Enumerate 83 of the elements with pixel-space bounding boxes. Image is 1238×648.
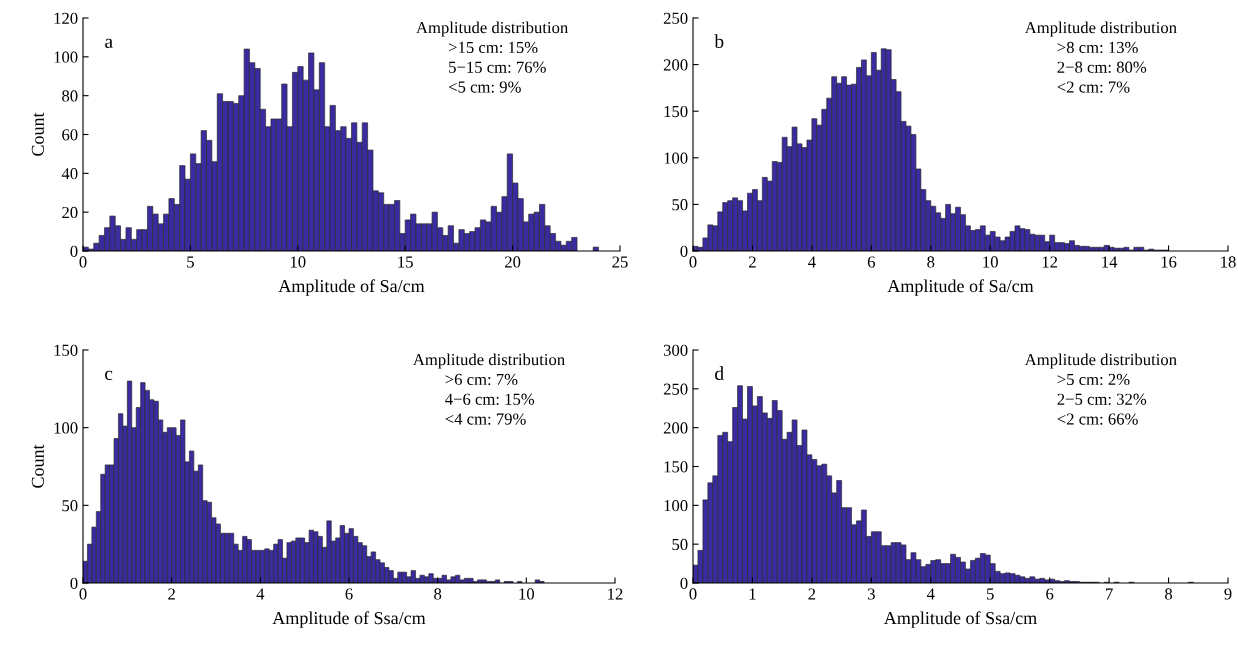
annotation: 2−8 cm: 80% <box>1057 61 1147 73</box>
annotation: 4−6 cm: 15% <box>445 393 535 405</box>
y-tick-label: 40 <box>61 168 78 180</box>
y-tick-label: 200 <box>663 422 688 434</box>
y-axis-title: Count <box>31 444 44 488</box>
y-tick-label: 100 <box>664 152 688 164</box>
annotation: >5 cm: 2% <box>1057 373 1130 386</box>
annotation: <4 cm: 79% <box>445 413 526 425</box>
y-tick-label: 150 <box>664 461 688 473</box>
y-tick-label: 250 <box>663 12 688 24</box>
x-tick-label: 8 <box>1165 588 1173 600</box>
x-tick-label: 10 <box>290 256 306 268</box>
y-tick-label: 150 <box>664 105 688 118</box>
x-tick-label: 5 <box>187 256 194 268</box>
x-tick-label: 6 <box>1046 588 1054 600</box>
text: c <box>105 370 113 380</box>
x-tick-label: 0 <box>79 588 87 600</box>
x-tick-label: 15 <box>398 256 413 268</box>
x-tick-label: 2 <box>749 256 756 268</box>
x-tick-label: 10 <box>519 588 535 600</box>
x-tick-label: 2 <box>168 588 175 600</box>
y-tick-label: 20 <box>62 206 78 219</box>
y-tick-label: 0 <box>680 577 688 589</box>
text: d <box>715 366 724 380</box>
y-tick-label: 120 <box>54 12 78 24</box>
y-tick-label: 100 <box>54 422 78 434</box>
x-tick-label: 4 <box>808 256 816 268</box>
text: a <box>105 38 113 48</box>
x-axis-title: Amplitude of Sa/cm <box>278 279 425 296</box>
x-tick-label: 9 <box>1224 588 1232 600</box>
x-tick-label: 16 <box>1161 256 1177 268</box>
y-tick-label: 80 <box>62 90 78 102</box>
annotation: <5 cm: 9% <box>448 81 521 93</box>
y-tick-label: 200 <box>663 59 688 71</box>
annotation: 5−15 cm: 76% <box>449 61 546 73</box>
y-tick-label: 100 <box>664 500 688 512</box>
annotation: Amplitude distribution <box>1024 353 1177 369</box>
x-tick-label: 0 <box>79 256 87 268</box>
y-tick-label: 300 <box>663 344 688 356</box>
y-tick-label: 100 <box>54 51 78 63</box>
x-tick-label: 3 <box>867 588 875 600</box>
x-tick-label: 10 <box>983 256 998 268</box>
y-tick-label: 250 <box>663 383 688 395</box>
x-tick-label: 2 <box>808 588 816 600</box>
x-axis-title: Amplitude of Sa/cm <box>887 279 1034 296</box>
annotation: Amplitude distribution <box>413 353 565 369</box>
x-tick-label: 8 <box>927 256 935 268</box>
x-tick-label: 18 <box>1221 256 1236 268</box>
x-tick-label: 0 <box>689 588 697 600</box>
x-tick-label: 12 <box>1042 256 1058 268</box>
annotation: >6 cm: 7% <box>445 373 518 386</box>
x-tick-label: 4 <box>926 588 935 600</box>
x-axis-title: Amplitude of Ssa/cm <box>883 611 1037 628</box>
y-tick-label: 0 <box>70 577 78 589</box>
y-tick-label: 150 <box>54 344 78 356</box>
y-tick-label: 60 <box>62 129 78 141</box>
x-tick-label: 0 <box>689 256 697 268</box>
x-tick-label: 25 <box>612 256 628 268</box>
x-tick-label: 12 <box>608 588 623 600</box>
x-tick-label: 8 <box>434 588 442 600</box>
annotation: <2 cm: 7% <box>1057 81 1130 93</box>
y-axis-title: Count <box>31 112 44 156</box>
annotation: >8 cm: 13% <box>1057 41 1138 54</box>
x-axis-title: Amplitude of Ssa/cm <box>272 611 426 628</box>
y-tick-label: 0 <box>70 245 78 257</box>
text: b <box>714 34 724 48</box>
x-tick-label: 6 <box>345 588 353 600</box>
x-tick-label: 7 <box>1106 588 1113 600</box>
annotation: Amplitude distribution <box>416 21 568 37</box>
x-tick-label: 14 <box>1102 256 1118 268</box>
annotation: <2 cm: 66% <box>1057 413 1138 425</box>
annotation: >15 cm: 15% <box>449 41 538 54</box>
annotation: 2−5 cm: 32% <box>1057 393 1147 405</box>
x-tick-label: 4 <box>256 588 265 600</box>
annotation: Amplitude distribution <box>1024 21 1177 37</box>
y-tick-label: 50 <box>672 538 688 551</box>
y-tick-label: 50 <box>62 500 78 512</box>
y-tick-label: 50 <box>672 199 688 211</box>
y-tick-label: 0 <box>680 245 688 257</box>
x-tick-label: 6 <box>867 256 875 268</box>
x-tick-label: 5 <box>987 588 994 600</box>
x-tick-label: 1 <box>749 588 756 600</box>
x-tick-label: 20 <box>505 256 521 268</box>
